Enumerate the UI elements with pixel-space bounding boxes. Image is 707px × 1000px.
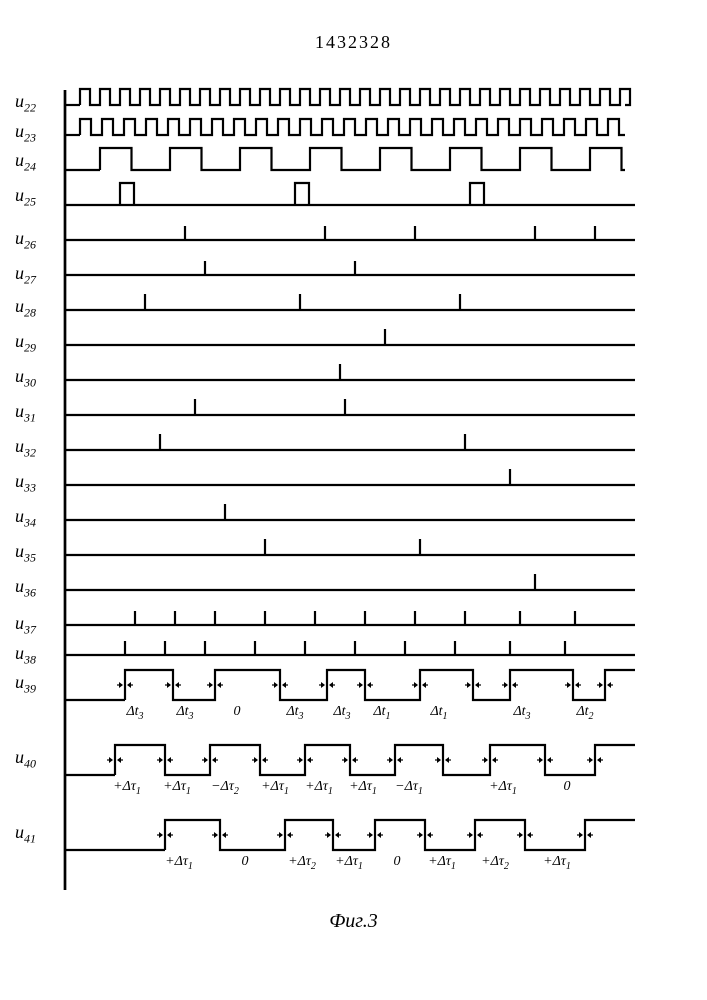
waveform-label: u39 (15, 672, 36, 697)
waveform-label: u40 (15, 747, 36, 772)
waveform-label: u26 (15, 228, 36, 253)
waveform-label: u33 (15, 471, 36, 496)
waveform-label: u30 (15, 366, 36, 391)
waveform-label: u34 (15, 506, 36, 531)
waveform-label: u29 (15, 331, 36, 356)
waveform-label: u37 (15, 613, 36, 638)
waveform-row: u41+Δτ10+Δτ2+Δτ10+Δτ1+Δτ2+Δτ1 (65, 850, 635, 900)
waveform-label: u24 (15, 150, 36, 175)
waveform-label: u25 (15, 185, 36, 210)
waveform-label: u38 (15, 643, 36, 668)
waveform-label: u22 (15, 91, 36, 116)
timing-diagram: u22u23u24u25u26u27u28u29u30u31u32u33u34u… (65, 95, 635, 890)
waveform-label: u32 (15, 436, 36, 461)
waveform-label: u28 (15, 296, 36, 321)
page-number: 1432328 (0, 32, 707, 53)
waveform-label: u35 (15, 541, 36, 566)
figure-caption: Фиг.3 (0, 910, 707, 933)
waveform-label: u36 (15, 576, 36, 601)
waveform-label: u27 (15, 263, 36, 288)
waveform-label: u31 (15, 401, 36, 426)
waveform-label: u23 (15, 121, 36, 146)
waveform-label: u41 (15, 822, 36, 847)
